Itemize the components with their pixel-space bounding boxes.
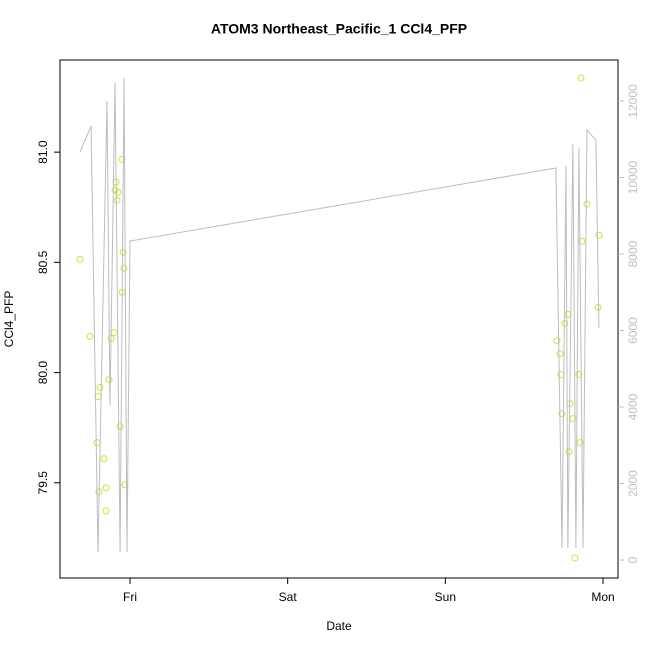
data-point bbox=[556, 350, 564, 358]
y-tick-label: 81.0 bbox=[36, 140, 50, 164]
data-point bbox=[577, 74, 585, 82]
y2-tick-label: 6000 bbox=[626, 317, 640, 344]
y2-tick-label: 8000 bbox=[626, 240, 640, 267]
y-tick-label: 79.5 bbox=[36, 471, 50, 495]
x-tick-label: Fri bbox=[123, 590, 137, 604]
data-point bbox=[564, 310, 572, 318]
data-point bbox=[105, 376, 113, 384]
data-point bbox=[571, 554, 579, 562]
data-point bbox=[110, 328, 118, 336]
data-point bbox=[575, 371, 583, 379]
data-point bbox=[583, 200, 591, 208]
y2-tick-label: 0 bbox=[626, 556, 640, 563]
data-point bbox=[113, 196, 121, 204]
data-point bbox=[102, 484, 110, 492]
y2-tick-label: 10000 bbox=[626, 161, 640, 195]
data-point bbox=[116, 423, 124, 431]
altitude-line bbox=[79, 78, 600, 553]
data-point bbox=[102, 507, 110, 515]
data-point bbox=[553, 337, 561, 345]
x-tick-label: Sun bbox=[435, 590, 456, 604]
y-tick-label: 80.0 bbox=[36, 361, 50, 385]
data-point bbox=[578, 237, 586, 245]
y-tick-label: 80.5 bbox=[36, 250, 50, 274]
y2-tick-label: 2000 bbox=[626, 470, 640, 497]
data-point bbox=[594, 304, 602, 312]
chart-title: ATOM3 Northeast_Pacific_1 CCl4_PFP bbox=[211, 21, 467, 37]
data-point bbox=[595, 231, 603, 239]
data-point bbox=[120, 264, 128, 272]
plot-frame bbox=[59, 59, 619, 579]
data-point bbox=[93, 439, 101, 447]
data-point bbox=[86, 332, 94, 340]
x-tick-label: Sat bbox=[279, 590, 298, 604]
data-point bbox=[114, 188, 122, 196]
x-axis-label: Date bbox=[326, 619, 352, 633]
y-axis-label: CCl4_PFP bbox=[2, 291, 16, 348]
data-point bbox=[100, 455, 108, 463]
data-point bbox=[558, 410, 566, 418]
x-tick-label: Mon bbox=[591, 590, 614, 604]
data-point bbox=[76, 255, 84, 263]
y2-tick-label: 12000 bbox=[626, 84, 640, 118]
data-point bbox=[96, 384, 104, 392]
y2-tick-label: 4000 bbox=[626, 393, 640, 420]
